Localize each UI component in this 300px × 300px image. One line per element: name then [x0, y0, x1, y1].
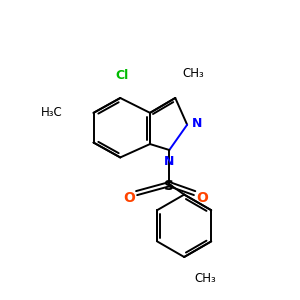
Text: CH₃: CH₃ [183, 67, 204, 80]
Text: O: O [196, 191, 208, 205]
Text: Cl: Cl [115, 69, 128, 82]
Text: O: O [123, 191, 135, 205]
Text: N: N [192, 117, 203, 130]
Text: N: N [164, 155, 175, 168]
Text: H₃C: H₃C [40, 106, 62, 119]
Text: S: S [164, 179, 174, 193]
Text: CH₃: CH₃ [194, 272, 216, 286]
